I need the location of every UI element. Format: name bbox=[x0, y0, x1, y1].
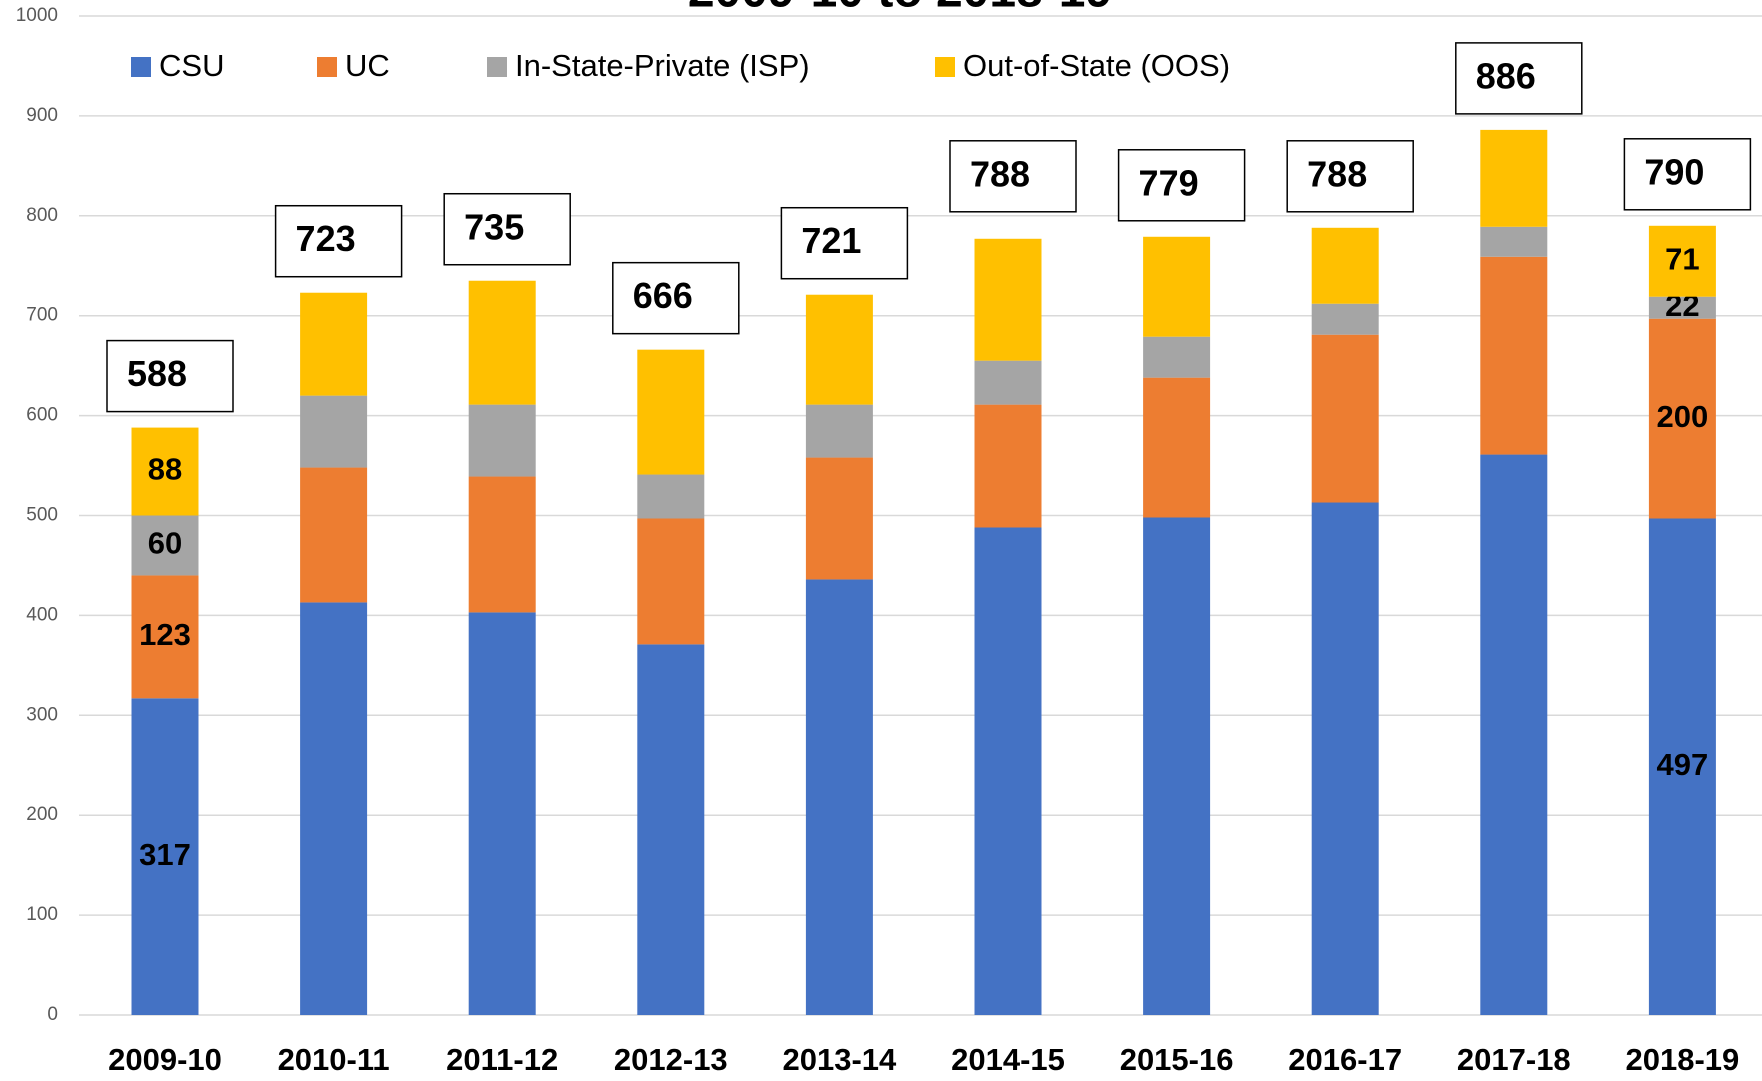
y-tick-label: 300 bbox=[26, 704, 58, 725]
bar-segment bbox=[637, 474, 705, 519]
bar-segment bbox=[1648, 318, 1716, 519]
bar-segment bbox=[1480, 226, 1548, 257]
legend-label: UC bbox=[345, 48, 390, 83]
bar-segment bbox=[1648, 296, 1716, 319]
total-label: 588 bbox=[127, 353, 187, 394]
y-tick-label: 800 bbox=[26, 205, 58, 226]
bar-segment bbox=[974, 238, 1042, 361]
total-box bbox=[274, 204, 403, 278]
total-label: 735 bbox=[464, 206, 524, 247]
x-tick-label: 2016-17 bbox=[1288, 1042, 1402, 1077]
total-box bbox=[949, 140, 1077, 213]
bar-segment bbox=[1143, 377, 1211, 518]
bar-segment bbox=[805, 404, 873, 458]
legend-swatch bbox=[317, 57, 337, 77]
total-box bbox=[780, 206, 909, 280]
total-label: 788 bbox=[970, 153, 1030, 194]
bar-segment bbox=[974, 360, 1042, 405]
x-tick-label: 2014-15 bbox=[951, 1042, 1065, 1077]
total-label: 788 bbox=[1307, 153, 1367, 194]
legend-label: In-State-Private (ISP) bbox=[515, 48, 810, 83]
legend-swatch bbox=[935, 57, 955, 77]
bar-segment bbox=[468, 476, 536, 613]
data-label: 60 bbox=[148, 526, 182, 561]
x-tick-label: 2015-16 bbox=[1120, 1042, 1234, 1077]
bar-segment bbox=[468, 280, 536, 405]
total-label: 721 bbox=[801, 220, 861, 261]
total-box bbox=[1117, 149, 1246, 222]
x-tick-label: 2013-14 bbox=[783, 1042, 898, 1077]
y-tick-label: 0 bbox=[47, 1004, 58, 1025]
y-tick-label: 600 bbox=[26, 405, 58, 426]
legend-swatch bbox=[487, 57, 507, 77]
x-tick-label: 2017-18 bbox=[1457, 1042, 1571, 1077]
bar-segment bbox=[131, 575, 199, 699]
total-box bbox=[1286, 140, 1414, 213]
total-label: 790 bbox=[1644, 151, 1704, 192]
bar-segment bbox=[974, 527, 1042, 1015]
y-tick-label: 700 bbox=[26, 305, 58, 326]
y-tick-label: 1000 bbox=[16, 5, 58, 26]
bar-segment bbox=[974, 404, 1042, 528]
y-tick-label: 100 bbox=[26, 904, 58, 925]
y-tick-label: 200 bbox=[26, 804, 58, 825]
y-tick-label: 900 bbox=[26, 105, 58, 126]
bar-segment bbox=[805, 457, 873, 580]
bar-segment bbox=[1311, 227, 1379, 304]
bar-segment bbox=[1648, 225, 1716, 297]
total-box bbox=[1455, 42, 1583, 115]
data-label: 123 bbox=[139, 617, 191, 652]
x-tick-label: 2012-13 bbox=[614, 1042, 728, 1077]
bar-segment bbox=[131, 698, 199, 1015]
x-tick-label: 2009-10 bbox=[108, 1042, 222, 1077]
bar-segment bbox=[805, 579, 873, 1015]
data-label: 200 bbox=[1657, 399, 1709, 434]
total-label: 723 bbox=[296, 218, 356, 259]
data-label: 71 bbox=[1665, 241, 1699, 276]
bar-segment bbox=[1311, 334, 1379, 503]
total-label: 666 bbox=[633, 275, 693, 316]
bar-segment bbox=[1143, 517, 1211, 1015]
total-box bbox=[443, 192, 571, 266]
bar-segment bbox=[637, 518, 705, 645]
bar-segment bbox=[468, 404, 536, 477]
data-label: 497 bbox=[1657, 747, 1709, 782]
y-tick-label: 400 bbox=[26, 604, 58, 625]
total-label: 779 bbox=[1139, 162, 1199, 203]
legend-label: CSU bbox=[159, 48, 224, 83]
bar-segment bbox=[468, 612, 536, 1015]
legend-label: Out-of-State (OOS) bbox=[963, 48, 1230, 83]
total-box bbox=[612, 261, 740, 335]
x-tick-label: 2010-11 bbox=[278, 1042, 390, 1077]
bar-segment bbox=[131, 427, 199, 516]
legend-swatch bbox=[131, 57, 151, 77]
bar-segment bbox=[1311, 502, 1379, 1015]
bar-segment bbox=[1143, 336, 1211, 378]
bar-segment bbox=[1480, 129, 1548, 227]
total-label: 886 bbox=[1476, 55, 1536, 96]
total-box bbox=[106, 339, 234, 413]
bar-segment bbox=[637, 349, 705, 475]
bar-segment bbox=[300, 292, 368, 396]
bar-segment bbox=[637, 644, 705, 1015]
bar-segment bbox=[131, 515, 199, 576]
bar-segment bbox=[1648, 518, 1716, 1015]
bar-segment bbox=[1480, 454, 1548, 1015]
y-tick-label: 500 bbox=[26, 505, 58, 526]
bar-segment bbox=[1480, 256, 1548, 455]
total-box bbox=[1623, 138, 1752, 211]
x-tick-label: 2018-19 bbox=[1626, 1042, 1740, 1077]
bar-segment bbox=[300, 467, 368, 603]
bar-segment bbox=[1311, 303, 1379, 335]
bar-segment bbox=[805, 294, 873, 405]
data-label: 317 bbox=[139, 837, 191, 872]
chart-title: 2009-10 to 2018-19 bbox=[688, 0, 1112, 18]
x-tick-label: 2011-12 bbox=[446, 1042, 558, 1077]
bar-segment bbox=[300, 602, 368, 1015]
bar-segment bbox=[300, 395, 368, 468]
data-label: 88 bbox=[148, 452, 182, 487]
bar-segment bbox=[1143, 236, 1211, 337]
